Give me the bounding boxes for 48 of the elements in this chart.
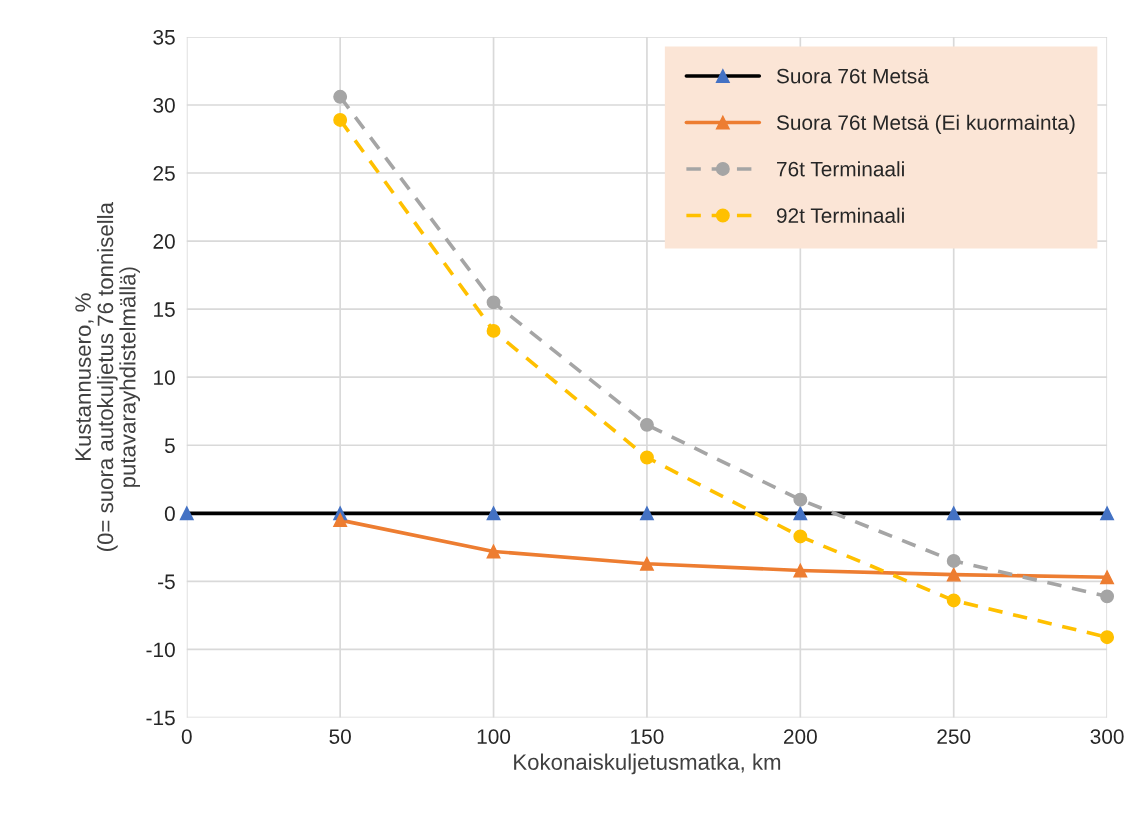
point [639, 417, 654, 432]
point [946, 506, 961, 521]
y-tick-label: 30 [153, 97, 175, 113]
y-tick-label: 35 [153, 29, 175, 45]
x-tick-label: 100 [477, 729, 511, 744]
point [793, 506, 808, 521]
legend-label: Suora 76t Metsä (Ei kuormainta) [776, 114, 1075, 135]
legend-label: 92t Terminaali [776, 207, 904, 223]
y-tick-label: 5 [164, 438, 175, 454]
x-tick-label: 300 [1090, 729, 1124, 744]
point [793, 563, 808, 578]
x-tick-label: 50 [329, 729, 351, 744]
y-tick-label: -10 [146, 642, 175, 658]
point [486, 323, 501, 338]
point [333, 513, 348, 528]
point [793, 529, 808, 544]
y-tick-label: -15 [146, 710, 175, 726]
y-axis-title: Kustannusero, % (0= suora autokuljetus 76 tonnisella putavarayhdistelmällä) [75, 202, 141, 551]
x-tick-label: 150 [631, 729, 664, 744]
x-tick-label: 0 [181, 729, 192, 744]
point [1100, 506, 1115, 521]
point [1100, 630, 1115, 645]
point [486, 506, 501, 521]
point [946, 554, 961, 568]
point [333, 112, 348, 127]
y-tick-label: 25 [153, 166, 175, 181]
point [486, 295, 501, 310]
point [946, 593, 961, 608]
point [1100, 589, 1115, 604]
x-tick-label: 200 [783, 729, 817, 744]
point [639, 450, 654, 465]
y-tick-label: 20 [153, 234, 175, 249]
x-axis-title: Kokonaiskuljetusmatka, km [514, 753, 781, 775]
point [179, 506, 194, 521]
x-tick-label: 250 [937, 729, 971, 744]
point [333, 89, 348, 104]
point [793, 492, 808, 507]
point [946, 567, 961, 582]
point [639, 506, 654, 521]
y-tick-label: 0 [164, 506, 175, 522]
legend-label: 76t Terminaali [777, 161, 904, 177]
point [639, 556, 654, 571]
point [486, 544, 501, 559]
point [1100, 570, 1115, 585]
y-tick-label: 15 [154, 302, 175, 317]
y-tick-label: 10 [154, 370, 175, 385]
legend-label: Suora 76t Metsä [776, 68, 929, 84]
y-tick-label: -5 [158, 574, 175, 590]
